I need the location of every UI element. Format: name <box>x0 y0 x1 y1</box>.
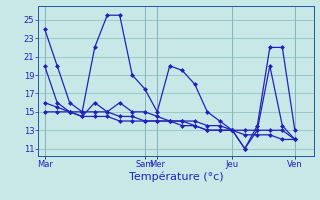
X-axis label: Température (°c): Température (°c) <box>129 172 223 182</box>
